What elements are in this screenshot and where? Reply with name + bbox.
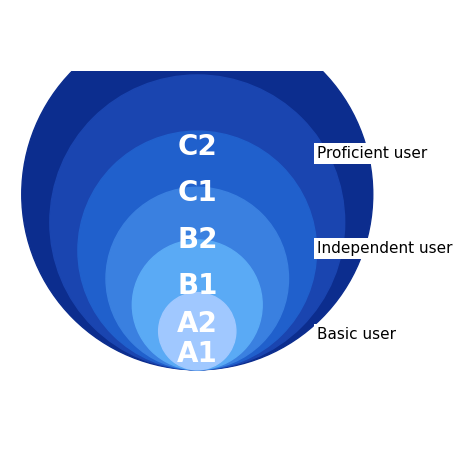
Text: Independent user: Independent user (316, 241, 452, 256)
Text: C1: C1 (177, 179, 217, 207)
Circle shape (78, 131, 316, 370)
Text: Basic user: Basic user (316, 327, 395, 342)
Text: C2: C2 (177, 133, 217, 161)
Text: A2: A2 (177, 310, 218, 338)
Text: B1: B1 (177, 271, 218, 300)
Text: B2: B2 (177, 226, 218, 254)
Text: Proficient user: Proficient user (316, 146, 427, 162)
Circle shape (158, 292, 236, 370)
Circle shape (50, 75, 345, 370)
Circle shape (132, 240, 262, 370)
Text: A1: A1 (177, 340, 218, 368)
Circle shape (22, 19, 373, 370)
Circle shape (106, 187, 289, 370)
